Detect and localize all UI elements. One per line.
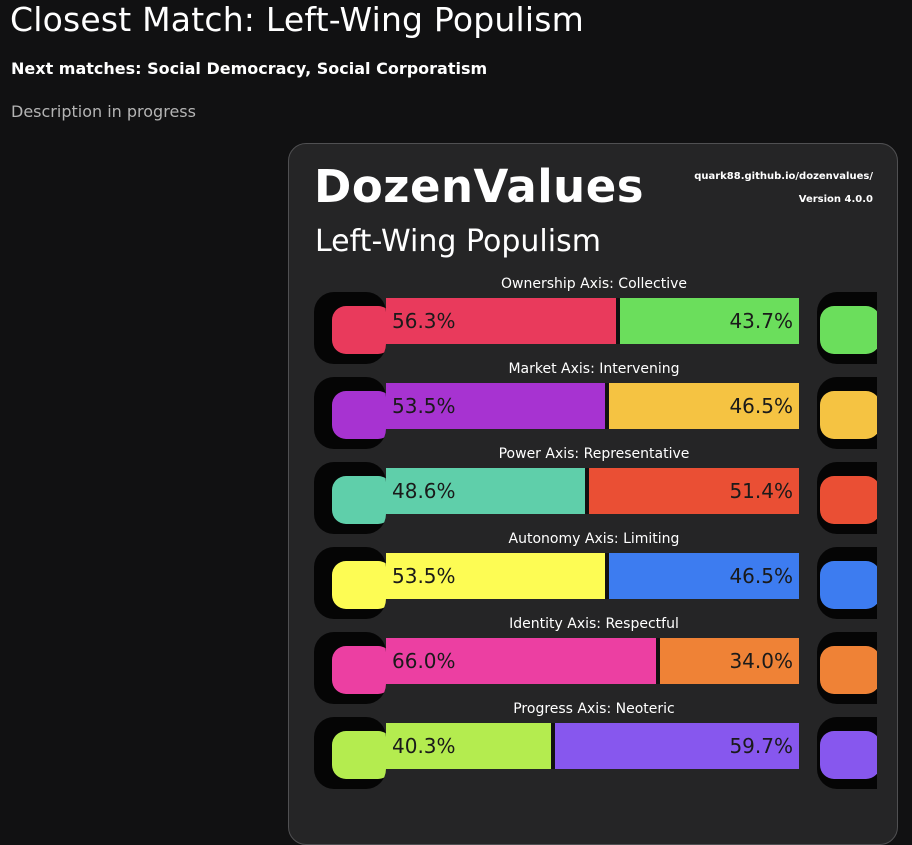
- progress-traditional-icon: [817, 717, 877, 789]
- axis-label: Identity Axis: Respectful: [509, 616, 679, 632]
- progress-neoteric-icon: [314, 717, 386, 789]
- version-label: Version 4.0.0: [798, 194, 873, 205]
- axis-bar: 40.3% 59.7%: [386, 723, 799, 769]
- icon-fill: [820, 561, 877, 609]
- right-score: 46.5%: [609, 383, 799, 429]
- axis-label: Ownership Axis: Collective: [500, 276, 688, 292]
- icon-fill: [332, 391, 386, 439]
- axis-row: Power Axis: Representative 48.6% 51.4%: [289, 446, 897, 539]
- icon-fill: [332, 476, 386, 524]
- axis-bar: 53.5% 46.5%: [386, 383, 799, 429]
- axis-label: Progress Axis: Neoteric: [513, 701, 675, 717]
- axis-row: Market Axis: Intervening 53.5% 46.5%: [289, 361, 897, 454]
- right-score: 34.0%: [660, 638, 799, 684]
- right-score: 51.4%: [589, 468, 799, 514]
- market-intervening-icon: [314, 377, 386, 449]
- right-score: 43.7%: [620, 298, 799, 344]
- left-score: 53.5%: [386, 553, 605, 599]
- ideology-title: Left-Wing Populism: [315, 224, 601, 259]
- axis-row: Progress Axis: Neoteric 40.3% 59.7%: [289, 701, 897, 794]
- axis-row: Autonomy Axis: Limiting 53.5% 46.5%: [289, 531, 897, 624]
- autonomy-free-icon: [817, 547, 877, 619]
- axis-row: Identity Axis: Respectful 66.0% 34.0%: [289, 616, 897, 709]
- identity-national-icon: [817, 632, 877, 704]
- next-matches: Next matches: Social Democracy, Social C…: [11, 59, 488, 78]
- ownership-private-icon: [817, 292, 877, 364]
- description: Description in progress: [11, 102, 196, 121]
- axis-bar: 66.0% 34.0%: [386, 638, 799, 684]
- left-score: 53.5%: [386, 383, 605, 429]
- icon-fill: [332, 646, 386, 694]
- right-score: 46.5%: [609, 553, 799, 599]
- axis-label: Power Axis: Representative: [498, 446, 690, 462]
- market-free-icon: [817, 377, 877, 449]
- axis-bar: 48.6% 51.4%: [386, 468, 799, 514]
- icon-fill: [332, 561, 386, 609]
- power-authority-icon: [817, 462, 877, 534]
- icon-fill: [332, 306, 386, 354]
- left-score: 48.6%: [386, 468, 585, 514]
- brand-title: DozenValues: [314, 160, 645, 213]
- axis-bar: 56.3% 43.7%: [386, 298, 799, 344]
- icon-fill: [820, 476, 877, 524]
- axis-label: Autonomy Axis: Limiting: [508, 531, 680, 547]
- ownership-collective-icon: [314, 292, 386, 364]
- icon-fill: [820, 306, 877, 354]
- power-representative-icon: [314, 462, 386, 534]
- left-score: 56.3%: [386, 298, 616, 344]
- icon-fill: [332, 731, 386, 779]
- axis-row: Ownership Axis: Collective 56.3% 43.7%: [289, 276, 897, 369]
- icon-fill: [820, 731, 877, 779]
- page-title: Closest Match: Left-Wing Populism: [10, 0, 584, 39]
- axis-label: Market Axis: Intervening: [508, 361, 680, 377]
- left-score: 40.3%: [386, 723, 551, 769]
- left-score: 66.0%: [386, 638, 656, 684]
- icon-fill: [820, 391, 877, 439]
- results-card: DozenValues Left-Wing Populism quark88.g…: [288, 143, 898, 845]
- site-url: quark88.github.io/dozenvalues/: [694, 171, 873, 182]
- identity-respectful-icon: [314, 632, 386, 704]
- icon-fill: [820, 646, 877, 694]
- autonomy-limiting-icon: [314, 547, 386, 619]
- right-score: 59.7%: [555, 723, 799, 769]
- axis-bar: 53.5% 46.5%: [386, 553, 799, 599]
